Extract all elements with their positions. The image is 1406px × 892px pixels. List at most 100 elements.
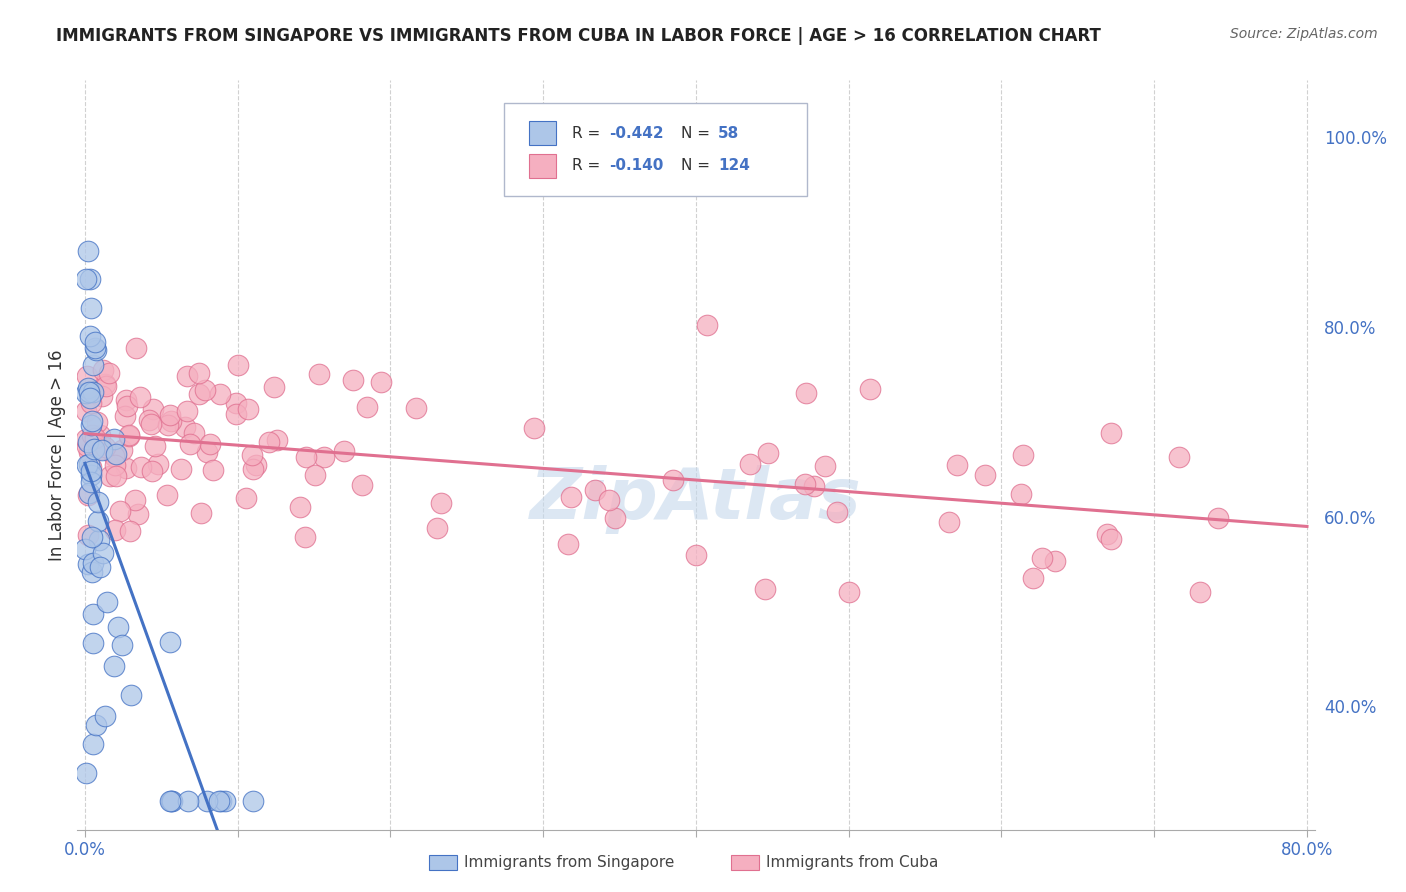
Point xyxy=(103,432,125,446)
Point xyxy=(156,488,179,502)
Point xyxy=(557,537,579,551)
Point xyxy=(82,607,104,622)
Point xyxy=(183,426,205,441)
Point xyxy=(156,417,179,432)
Point xyxy=(107,620,129,634)
Point xyxy=(146,457,169,471)
Point xyxy=(104,523,127,537)
Point xyxy=(263,379,285,393)
Point xyxy=(87,495,110,509)
Point xyxy=(1045,554,1067,568)
Point xyxy=(814,458,837,473)
Point xyxy=(75,432,97,446)
Point xyxy=(174,419,197,434)
Point xyxy=(80,396,103,410)
Point xyxy=(82,737,104,751)
Point xyxy=(142,402,165,417)
Point xyxy=(76,369,98,384)
Point xyxy=(89,560,111,574)
Point xyxy=(138,413,160,427)
Point xyxy=(356,401,378,415)
Text: ZipAtlas: ZipAtlas xyxy=(530,466,862,534)
Point xyxy=(803,479,825,493)
Point xyxy=(129,390,152,404)
Point xyxy=(143,439,166,453)
Text: N =: N = xyxy=(681,158,716,173)
Point xyxy=(75,385,97,400)
FancyBboxPatch shape xyxy=(529,153,557,178)
Point xyxy=(696,318,718,333)
Point xyxy=(1097,526,1119,541)
Point xyxy=(125,342,148,356)
Point xyxy=(77,434,100,449)
Point xyxy=(236,401,259,416)
Point xyxy=(179,437,201,451)
Point xyxy=(79,328,101,343)
Point xyxy=(90,443,112,458)
Point xyxy=(98,469,121,483)
Point xyxy=(794,477,817,491)
Point xyxy=(114,409,136,423)
Point xyxy=(76,381,98,395)
Point xyxy=(226,358,249,372)
Point xyxy=(98,366,121,380)
Point xyxy=(266,433,288,447)
FancyBboxPatch shape xyxy=(529,121,557,145)
Point xyxy=(115,461,138,475)
Point xyxy=(77,557,100,571)
Text: Source: ZipAtlas.com: Source: ZipAtlas.com xyxy=(1230,27,1378,41)
Point xyxy=(120,524,142,538)
Point xyxy=(242,794,264,808)
Point xyxy=(77,244,100,258)
Point xyxy=(560,490,582,504)
Point xyxy=(1022,571,1045,585)
Text: Immigrants from Cuba: Immigrants from Cuba xyxy=(766,855,939,870)
Point xyxy=(304,467,326,482)
Point xyxy=(104,458,127,473)
Point xyxy=(429,496,451,510)
Point xyxy=(103,449,125,463)
Point xyxy=(177,794,200,808)
Point xyxy=(838,585,860,599)
Point xyxy=(83,442,105,457)
Point xyxy=(583,483,606,497)
Point xyxy=(104,446,127,460)
Point xyxy=(82,358,104,372)
Point xyxy=(245,458,267,473)
Point xyxy=(603,511,626,525)
Point xyxy=(84,335,107,350)
Point xyxy=(825,505,848,519)
Point xyxy=(1012,448,1035,462)
Point xyxy=(77,457,100,471)
Point xyxy=(1031,550,1053,565)
Point xyxy=(87,533,110,547)
Point xyxy=(103,659,125,673)
Text: N =: N = xyxy=(681,126,716,141)
Point xyxy=(198,437,221,451)
Point xyxy=(259,435,281,450)
Point xyxy=(209,794,232,808)
Point xyxy=(225,396,247,410)
Point xyxy=(87,441,110,455)
Point xyxy=(105,468,128,483)
Point xyxy=(242,461,264,475)
Point xyxy=(89,427,111,442)
Point xyxy=(79,272,101,286)
Point xyxy=(77,385,100,400)
Point xyxy=(176,403,198,417)
Point xyxy=(1168,450,1191,464)
Point xyxy=(1010,486,1032,500)
Point xyxy=(94,708,117,723)
Point xyxy=(79,464,101,478)
Point xyxy=(333,443,356,458)
Point xyxy=(90,442,112,456)
Point xyxy=(290,500,312,514)
Point xyxy=(1206,511,1229,525)
Point xyxy=(82,636,104,650)
FancyBboxPatch shape xyxy=(505,103,807,196)
Point xyxy=(80,460,103,475)
Point xyxy=(115,399,138,413)
Point xyxy=(82,565,104,579)
Point xyxy=(129,459,152,474)
Text: -0.140: -0.140 xyxy=(609,158,664,173)
